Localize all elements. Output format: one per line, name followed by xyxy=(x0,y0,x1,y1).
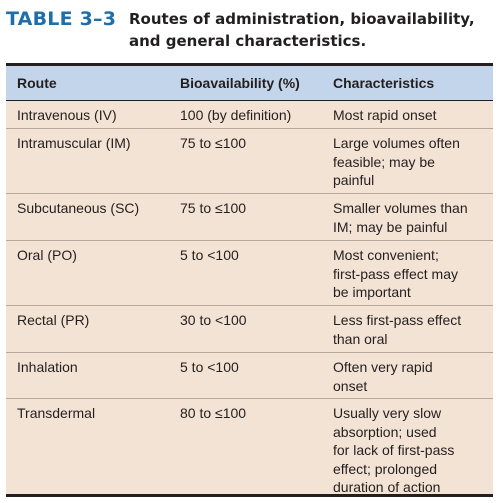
cell-bioavailability: 30 to <100 xyxy=(180,312,247,328)
characteristics-line: first-pass effect may xyxy=(333,265,459,282)
characteristics-line: onset xyxy=(333,377,368,394)
characteristics-line: Most rapid onset xyxy=(333,107,437,123)
table-row: Intramuscular (IM) 75 to ≤100 Large volu… xyxy=(6,129,493,194)
table-bottom-rule xyxy=(6,494,493,497)
cell-route: Inhalation xyxy=(17,359,78,375)
table-number-label: TABLE 3–3 xyxy=(6,8,117,30)
header-route: Route xyxy=(17,75,57,91)
cell-bioavailability: 100 (by definition) xyxy=(180,107,292,123)
cell-bioavailability: 75 to ≤100 xyxy=(180,135,247,151)
cell-characteristics: Often very rapid onset xyxy=(333,358,483,395)
table-caption: Routes of administration, bioavailabilit… xyxy=(129,8,489,52)
table-title: TABLE 3–3 Routes of administration, bioa… xyxy=(6,6,492,62)
cell-bioavailability: 5 to <100 xyxy=(180,247,239,263)
table-row: Intravenous (IV) 100 (by definition) Mos… xyxy=(6,101,493,129)
cell-bioavailability: 75 to ≤100 xyxy=(180,200,247,216)
characteristics-line: feasible; may be xyxy=(333,153,435,170)
caption-line-2: and general characteristics. xyxy=(129,32,367,50)
cell-characteristics: Most convenient; first-pass effect may b… xyxy=(333,246,483,302)
header-bioavailability: Bioavailability (%) xyxy=(180,75,300,91)
characteristics-line: Usually very slow xyxy=(333,405,442,421)
caption-line-1: Routes of administration, bioavailabilit… xyxy=(129,10,475,28)
table-row: Transdermal 80 to ≤100 Usually very slow… xyxy=(6,399,493,497)
cell-bioavailability: 5 to <100 xyxy=(180,359,239,375)
table-row: Oral (PO) 5 to <100 Most convenient; fir… xyxy=(6,241,493,306)
cell-characteristics: Large volumes often feasible; may be pai… xyxy=(333,134,483,190)
cell-characteristics: Usually very slow absorption; used for l… xyxy=(333,404,483,497)
table-header-row: Route Bioavailability (%) Characteristic… xyxy=(6,66,493,101)
characteristics-line: IM; may be painful xyxy=(333,218,448,235)
cell-route: Intravenous (IV) xyxy=(17,107,117,123)
cell-route: Rectal (PR) xyxy=(17,312,90,328)
characteristics-line: be important xyxy=(333,284,411,300)
characteristics-line: duration of action xyxy=(333,479,441,495)
cell-characteristics: Less first-pass effect than oral xyxy=(333,311,483,348)
characteristics-line: effect; prolonged xyxy=(333,460,438,477)
characteristics-line: Most convenient; xyxy=(333,247,439,263)
header-characteristics: Characteristics xyxy=(333,75,435,91)
table-row: Inhalation 5 to <100 Often very rapid on… xyxy=(6,353,493,399)
cell-route: Transdermal xyxy=(17,405,96,421)
cell-route: Subcutaneous (SC) xyxy=(17,200,140,216)
characteristics-line: absorption; used xyxy=(333,423,437,440)
cell-bioavailability: 80 to ≤100 xyxy=(180,405,247,421)
cell-route: Oral (PO) xyxy=(17,247,77,263)
routes-table: Route Bioavailability (%) Characteristic… xyxy=(6,63,493,497)
characteristics-line: painful xyxy=(333,172,375,188)
characteristics-line: than oral xyxy=(333,330,388,347)
characteristics-line: for lack of first-pass xyxy=(333,442,455,458)
cell-route: Intramuscular (IM) xyxy=(17,135,131,151)
cell-characteristics: Smaller volumes than IM; may be painful xyxy=(333,199,483,236)
cell-characteristics: Most rapid onset xyxy=(333,106,483,125)
table-row: Rectal (PR) 30 to <100 Less first-pass e… xyxy=(6,306,493,353)
table-top-rule xyxy=(6,63,493,66)
characteristics-line: Large volumes often xyxy=(333,135,460,151)
characteristics-line: Less first-pass effect xyxy=(333,312,462,328)
table-row: Subcutaneous (SC) 75 to ≤100 Smaller vol… xyxy=(6,194,493,241)
characteristics-line: Smaller volumes than xyxy=(333,200,468,216)
characteristics-line: Often very rapid xyxy=(333,359,433,375)
